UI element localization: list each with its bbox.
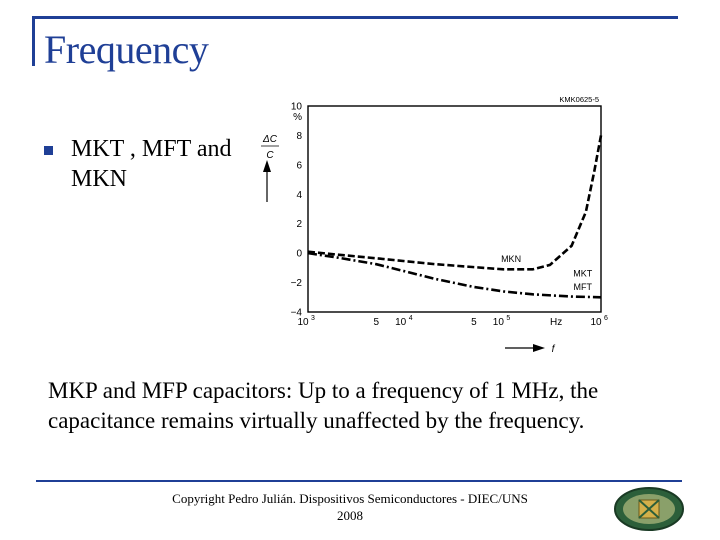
y-tick-label: 10 — [291, 102, 303, 113]
x-tick-label: 5 — [373, 317, 379, 328]
university-seal-icon — [614, 487, 684, 531]
series-line-mkt — [307, 251, 602, 299]
chart-code-label: KMK0625-5 — [559, 95, 599, 104]
x-tick-label: 5 — [471, 317, 477, 328]
slide-caption: MKP and MFP capacitors: Up to a frequenc… — [48, 378, 599, 433]
footer-line-2: 2008 — [337, 508, 363, 523]
x-tick-label: 10 — [590, 317, 602, 328]
series-line-mkn — [307, 135, 603, 271]
frame-top-rule — [32, 16, 678, 19]
footer-rule — [36, 480, 682, 482]
y-tick-label: 2 — [296, 219, 302, 230]
frame-left-rule — [32, 16, 35, 66]
chart-series — [307, 135, 603, 299]
footer-copyright: Copyright Pedro Julián. Dispositivos Sem… — [150, 490, 550, 524]
x-tick-label: 10 — [493, 317, 505, 328]
x-tick-label: 10 — [395, 317, 407, 328]
series-label-mkn: MKN — [501, 254, 521, 264]
y-tick-label: 8 — [296, 131, 302, 142]
x-axis-label: f — [552, 344, 556, 355]
x-tick-exponent: 6 — [604, 315, 608, 322]
x-unit-label: Hz — [550, 317, 562, 328]
y-axis-arrow-icon — [263, 160, 271, 172]
series-label-mft: MFT — [573, 282, 592, 292]
chart-axes — [307, 105, 602, 313]
x-tick-label: 10 — [297, 317, 309, 328]
y-tick-label: 6 — [296, 160, 302, 171]
bullet-square-icon — [44, 146, 53, 155]
y-tick-label: 4 — [296, 190, 302, 201]
series-label-mkt: MKT — [573, 269, 593, 279]
y-unit-label: % — [293, 112, 302, 123]
y-axis-label: ΔC — [262, 134, 278, 145]
y-axis-label-denominator: C — [266, 150, 274, 161]
plot-frame — [307, 105, 602, 313]
slide-title: Frequency — [44, 27, 209, 72]
x-axis-arrow-icon — [533, 344, 545, 352]
y-tick-label: 0 — [296, 249, 302, 260]
y-tick-label: −4 — [291, 308, 303, 319]
y-tick-label: −2 — [291, 278, 303, 289]
footer-line-1: Copyright Pedro Julián. Dispositivos Sem… — [172, 491, 528, 506]
x-tick-exponent: 5 — [506, 315, 510, 322]
x-tick-exponent: 3 — [311, 315, 315, 322]
x-tick-exponent: 4 — [409, 315, 413, 322]
bullet-text: MKT , MFT and MKN — [71, 136, 232, 192]
